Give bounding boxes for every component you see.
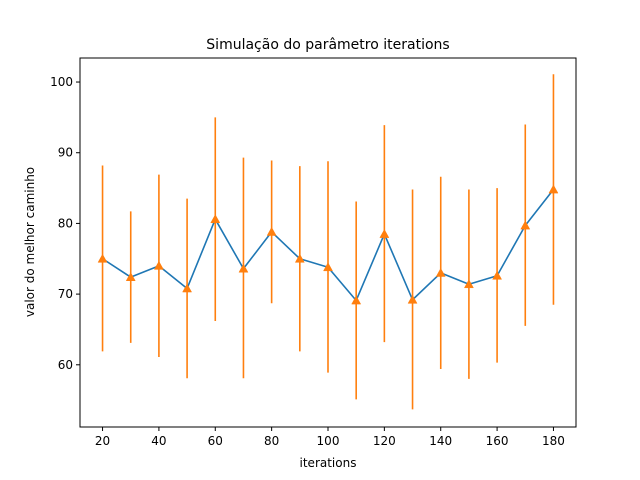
x-tick-label: 20 [95,434,110,448]
x-tick-label: 160 [486,434,509,448]
data-point [548,184,559,194]
data-point [294,253,305,263]
data-point [463,279,474,289]
data-point [153,260,164,270]
data-point [182,283,193,293]
y-axis: 60 70 80 90 100 [50,75,80,372]
chart-title: Simulação do parâmetro iterations [206,37,449,53]
x-tick-label: 40 [151,434,166,448]
data-point [492,270,503,280]
data-point [435,267,446,277]
y-tick-label: 70 [58,287,73,301]
data-point [379,229,390,238]
plot-area [97,74,559,410]
x-axis-label: iterations [300,456,357,470]
x-tick-label: 140 [429,434,452,448]
y-tick-label: 100 [50,75,73,89]
x-axis: 20 40 60 80 100 120 140 160 180 [95,427,565,448]
y-axis-label: valor do melhor caminho [23,167,37,317]
data-point [125,272,136,281]
x-tick-label: 80 [264,434,279,448]
data-point [210,214,221,224]
data-point [520,220,531,230]
y-tick-label: 80 [58,216,73,230]
x-tick-label: 60 [208,434,223,448]
y-tick-label: 90 [58,146,73,160]
x-tick-label: 180 [542,434,565,448]
data-point [351,295,362,305]
data-point [266,226,277,236]
x-tick-label: 100 [317,434,340,448]
data-point [407,294,418,304]
data-point [238,263,249,273]
y-tick-label: 60 [58,358,73,372]
x-tick-label: 120 [373,434,396,448]
data-point [97,253,108,263]
data-point [323,262,333,272]
